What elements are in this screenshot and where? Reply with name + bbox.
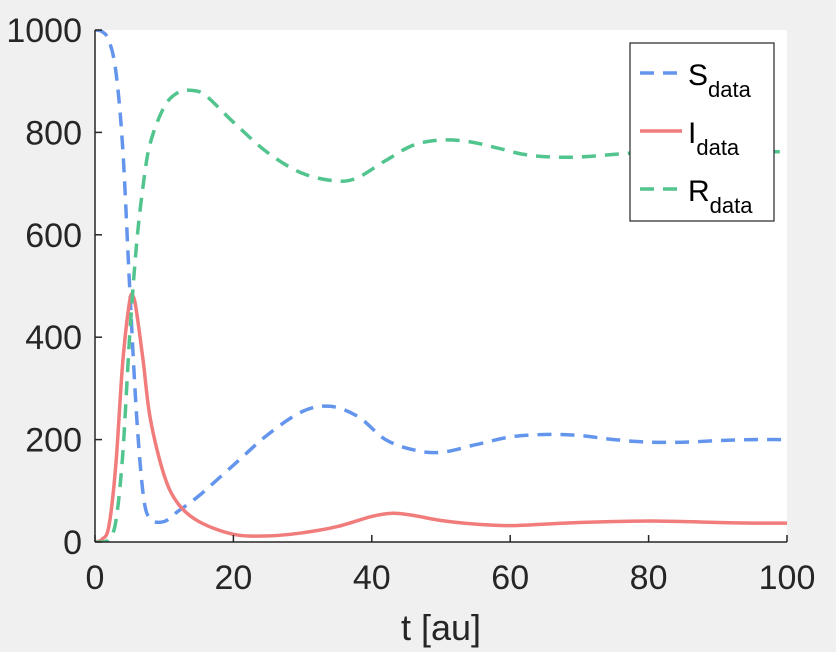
series-layer xyxy=(95,30,787,542)
series-line-s xyxy=(95,30,787,525)
legend: Sdata Idata Rdata xyxy=(629,42,775,222)
x-tick-label: 40 xyxy=(353,559,391,597)
y-tick-label: 800 xyxy=(25,114,82,152)
series-line-r xyxy=(95,88,787,542)
legend-label-s: Sdata xyxy=(688,59,752,102)
x-tick-label: 100 xyxy=(759,559,816,597)
x-tick-label: 80 xyxy=(630,559,668,597)
legend-label-r: Rdata xyxy=(688,175,753,218)
x-axis-label: t [au] xyxy=(401,607,481,648)
legend-label-i: Idata xyxy=(688,117,740,160)
y-tick-label: 1000 xyxy=(6,12,82,50)
x-tick-label: 20 xyxy=(214,559,252,597)
y-tick-label: 600 xyxy=(25,217,82,255)
y-tick-label: 200 xyxy=(25,422,82,460)
y-tick-label: 0 xyxy=(63,524,82,562)
y-tick-label: 400 xyxy=(25,319,82,357)
x-tick-label: 0 xyxy=(86,559,105,597)
series-line-i xyxy=(95,292,787,542)
x-tick-label: 60 xyxy=(491,559,529,597)
axes-layer xyxy=(94,30,787,543)
